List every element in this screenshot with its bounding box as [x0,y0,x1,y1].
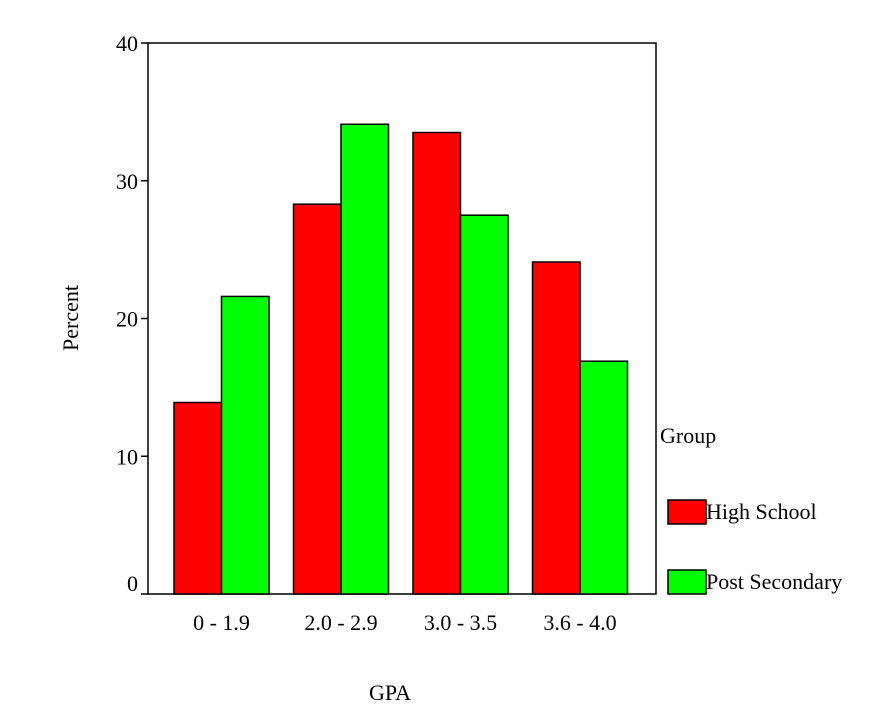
x-tick-label: 3.6 - 4.0 [543,610,616,635]
bar-high-school [531,261,581,595]
x-tick-label: 2.0 - 2.9 [304,610,377,635]
legend-title: Group [660,423,716,448]
y-tick-label: 40 [116,31,138,56]
x-tick-label: 3.0 - 3.5 [424,610,497,635]
x-tick-label: 0 - 1.9 [193,610,250,635]
bars-group [173,123,629,595]
legend-swatch-high-school [667,499,707,525]
x-axis: 0 - 1.9 2.0 - 2.9 3.0 - 3.5 3.6 - 4.0 [193,610,617,635]
y-axis: 0 10 20 30 40 [116,31,148,596]
bar-post-secondary [220,295,270,595]
legend-swatch-post-secondary [667,569,707,595]
y-tick-label: 0 [127,571,138,596]
y-tick-label: 10 [116,444,138,469]
bar-high-school [292,203,342,595]
legend-label: High School [706,499,817,524]
y-tick-label: 20 [116,307,138,332]
bar-high-school [173,401,223,595]
legend: Group High School Post Secondary [660,423,842,595]
y-tick-label: 30 [116,169,138,194]
x-axis-title: GPA [369,680,411,705]
bar-post-secondary [340,123,390,595]
bar-post-secondary [459,214,509,595]
bar-post-secondary [579,360,629,595]
legend-label: Post Secondary [706,569,842,594]
y-axis-title: Percent [58,285,83,351]
bar-high-school [412,131,462,595]
